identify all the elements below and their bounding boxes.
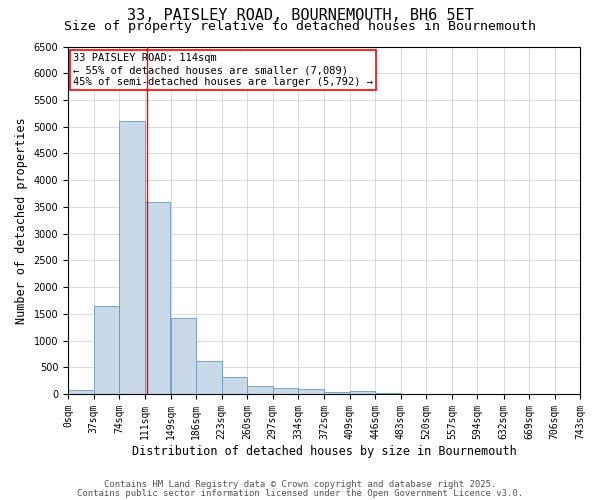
Bar (196, 362, 221, 394)
Bar (221, 378, 247, 394)
Bar (325, 392, 350, 394)
Bar (94, 306, 119, 394)
Bar (376, 392, 401, 394)
Text: Contains HM Land Registry data © Crown copyright and database right 2025.: Contains HM Land Registry data © Crown c… (104, 480, 496, 489)
Text: 33 PAISLEY ROAD: 114sqm
← 55% of detached houses are smaller (7,089)
45% of semi: 33 PAISLEY ROAD: 114sqm ← 55% of detache… (73, 54, 373, 86)
Bar (119, 122, 145, 394)
Bar (170, 318, 196, 394)
Bar (247, 386, 272, 394)
Bar (272, 388, 298, 394)
Bar (298, 390, 323, 394)
Text: Size of property relative to detached houses in Bournemouth: Size of property relative to detached ho… (64, 20, 536, 33)
Bar (350, 392, 376, 394)
X-axis label: Distribution of detached houses by size in Bournemouth: Distribution of detached houses by size … (131, 444, 517, 458)
Bar (145, 202, 170, 394)
Bar (68, 390, 94, 394)
Text: 33, PAISLEY ROAD, BOURNEMOUTH, BH6 5ET: 33, PAISLEY ROAD, BOURNEMOUTH, BH6 5ET (127, 8, 473, 22)
Y-axis label: Number of detached properties: Number of detached properties (15, 117, 28, 324)
Text: Contains public sector information licensed under the Open Government Licence v3: Contains public sector information licen… (77, 488, 523, 498)
